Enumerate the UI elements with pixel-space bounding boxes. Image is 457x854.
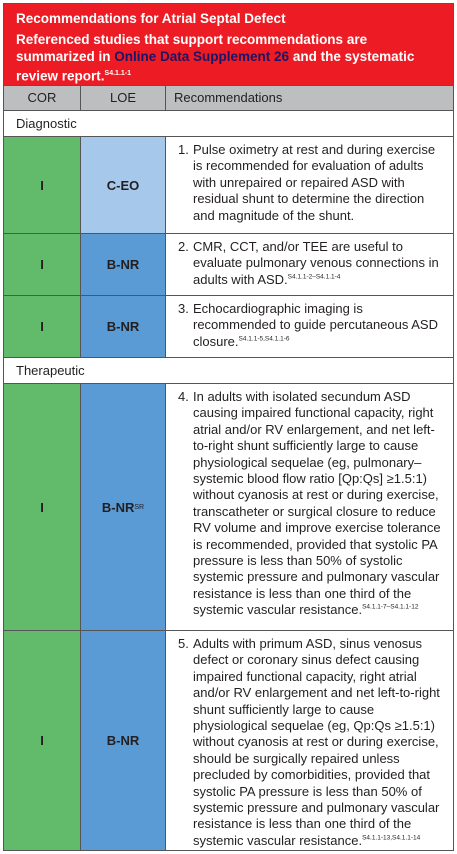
recommendation-body: Pulse oximetry at rest and during exerci…	[193, 142, 436, 223]
recommendation-number: 5.	[178, 636, 189, 651]
recommendation-body: Echocardiographic imaging is recommended…	[193, 301, 438, 349]
recommendation-text: CMR, CCT, and/or TEE are useful to evalu…	[193, 239, 447, 292]
recommendation-number: 3.	[178, 301, 189, 316]
section-therapeutic: Therapeutic	[4, 358, 453, 384]
data-supplement-link[interactable]: Online Data Supplement 26	[114, 49, 290, 64]
loe-cell: B-NR	[81, 296, 166, 357]
recommendation-cell: 2. CMR, CCT, and/or TEE are useful to ev…	[166, 234, 453, 295]
recommendation-ref: S4.1.1-5,S4.1.1-6	[238, 335, 290, 343]
subtitle-pre: Referenced studies that support recommen…	[16, 32, 368, 64]
recommendation-cell: 4. In adults with isolated secundum ASD …	[166, 384, 453, 630]
subtitle-post: and the systematic review report.	[16, 49, 415, 84]
subtitle-ref: S4.1.1-1	[104, 70, 132, 77]
loe-value: B-NR	[101, 499, 135, 515]
loe-cell: C-EO	[81, 137, 166, 233]
table-row: I B-NR 3. Echocardiographic imaging is r…	[4, 296, 453, 358]
column-header-row: COR LOE Recommendations	[4, 85, 453, 111]
recommendation-cell: 1. Pulse oximetry at rest and during exe…	[166, 137, 453, 233]
loe-sup: SR	[134, 503, 145, 511]
cor-cell: I	[4, 234, 81, 295]
recommendation-cell: 5. Adults with primum ASD, sinus venosus…	[166, 631, 453, 850]
recommendation-body: Adults with primum ASD, sinus venosus de…	[193, 636, 440, 848]
cor-cell: I	[4, 296, 81, 357]
cor-cell: I	[4, 137, 81, 233]
loe-cell: B-NR	[81, 234, 166, 295]
recommendation-text: In adults with isolated secundum ASD cau…	[193, 389, 447, 627]
recommendation-number: 2.	[178, 239, 189, 254]
loe-cell: B-NR SR	[81, 384, 166, 630]
recommendation-text: Pulse oximetry at rest and during exerci…	[193, 142, 447, 230]
recommendation-text: Adults with primum ASD, sinus venosus de…	[193, 636, 447, 848]
recommendation-body: In adults with isolated secundum ASD cau…	[193, 389, 441, 618]
cor-cell: I	[4, 384, 81, 630]
recommendation-ref: S4.1.1-13,S4.1.1-14	[362, 834, 421, 842]
recommendation-number: 4.	[178, 389, 189, 404]
table-header: Recommendations for Atrial Septal Defect…	[4, 4, 453, 85]
table-row: I C-EO 1. Pulse oximetry at rest and dur…	[4, 137, 453, 234]
recommendation-ref: S4.1.1-7–S4.1.1-12	[362, 603, 419, 611]
cor-cell: I	[4, 631, 81, 850]
table-title: Recommendations for Atrial Septal Defect	[16, 11, 286, 26]
table-row: I B-NR 5. Adults with primum ASD, sinus …	[4, 631, 453, 850]
recommendation-cell: 3. Echocardiographic imaging is recommen…	[166, 296, 453, 357]
table-row: I B-NR SR 4. In adults with isolated secu…	[4, 384, 453, 631]
column-header-cor: COR	[4, 86, 81, 110]
loe-cell: B-NR	[81, 631, 166, 850]
recommendation-number: 1.	[178, 142, 189, 157]
column-header-recommendations: Recommendations	[174, 90, 283, 105]
recommendation-text: Echocardiographic imaging is recommended…	[193, 301, 447, 354]
section-diagnostic: Diagnostic	[4, 111, 453, 137]
recommendation-ref: S4.1.1-2–S4.1.1-4	[287, 273, 341, 281]
table-subtitle: Referenced studies that support recommen…	[16, 31, 444, 85]
recommendation-body: CMR, CCT, and/or TEE are useful to evalu…	[193, 239, 439, 287]
table-row: I B-NR 2. CMR, CCT, and/or TEE are usefu…	[4, 234, 453, 296]
recommendations-table: Recommendations for Atrial Septal Defect…	[3, 3, 454, 851]
column-header-loe: LOE	[81, 86, 166, 110]
